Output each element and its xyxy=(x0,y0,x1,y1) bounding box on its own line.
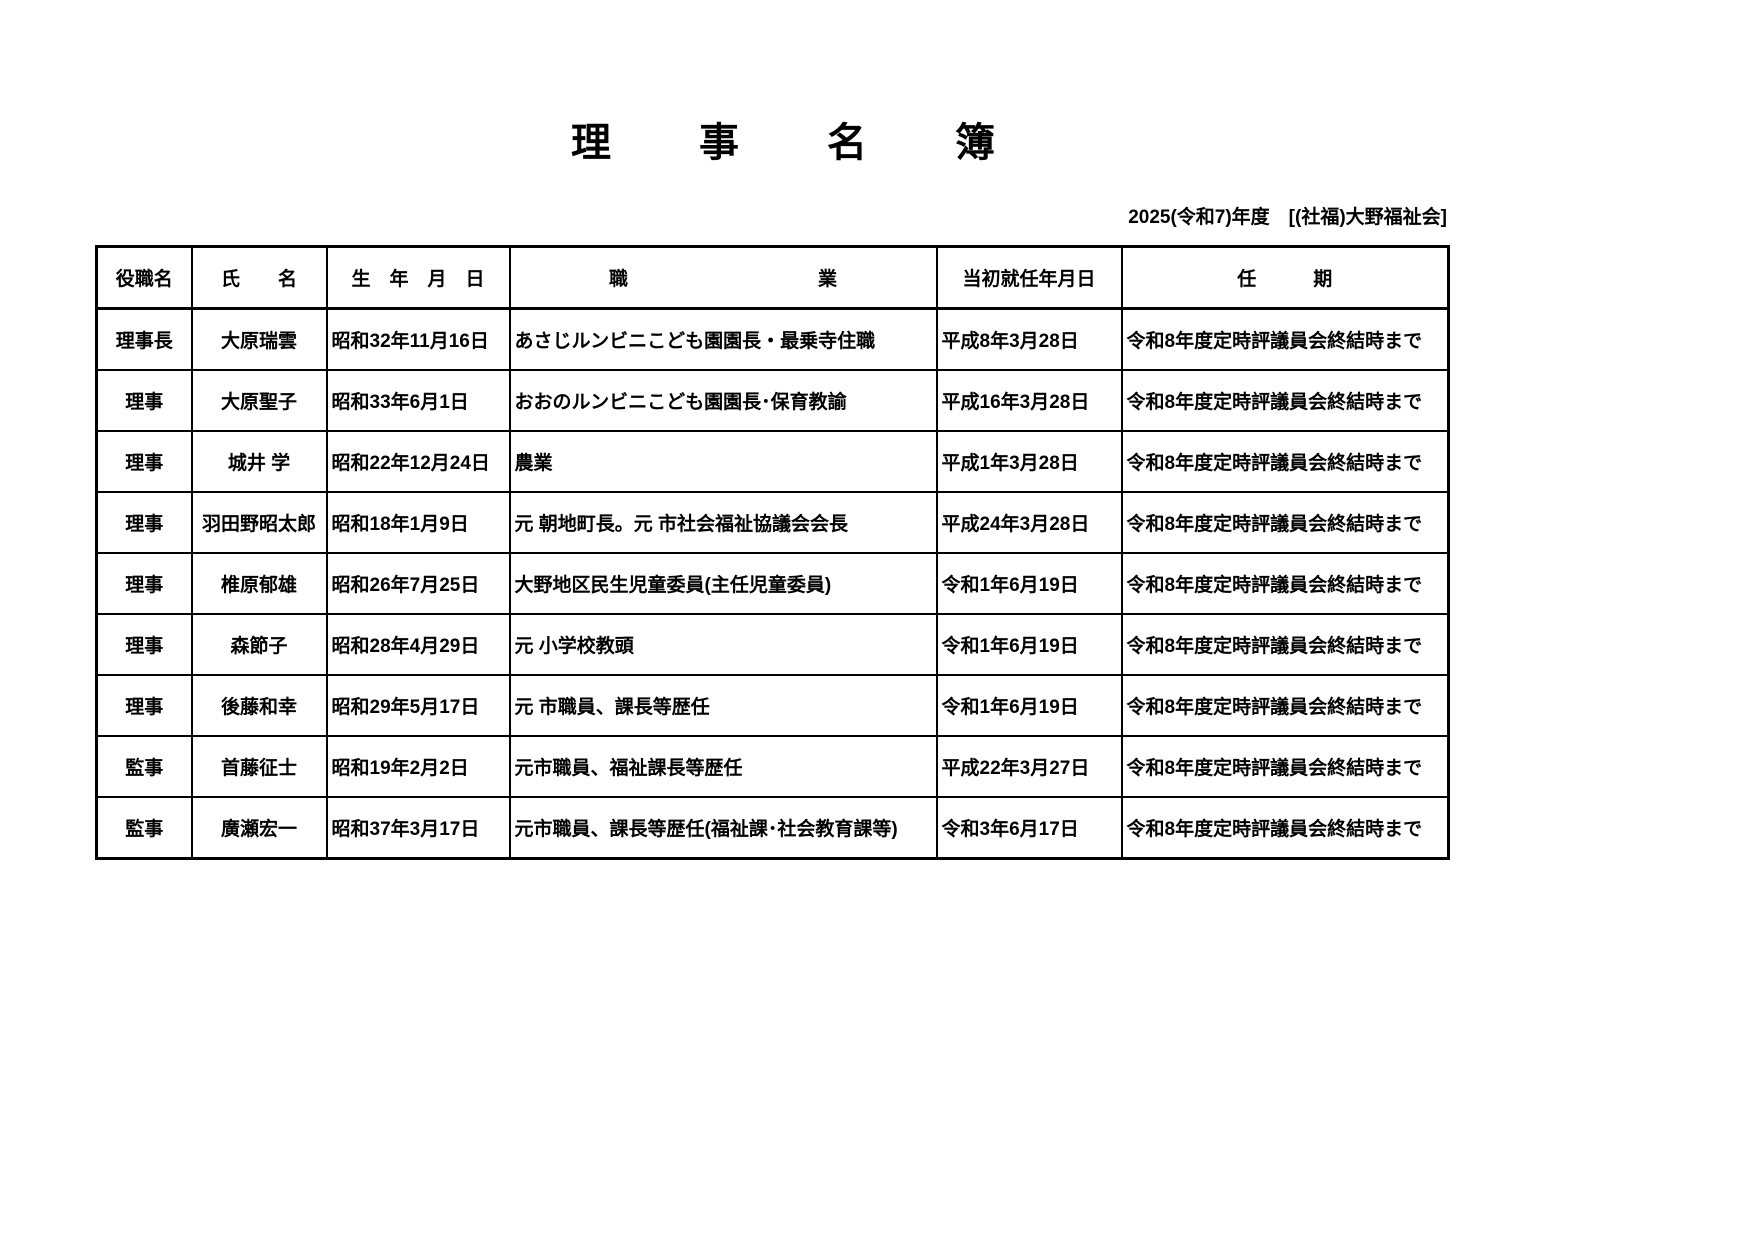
table-row: 理事 城井 学 昭和22年12月24日 農業 平成1年3月28日 令和8年度定時… xyxy=(95,430,1450,493)
cell-term: 令和8年度定時評議員会終結時まで xyxy=(1120,796,1450,860)
fiscal-year-note: 2025(令和7)年度 [(社福)大野福祉会] xyxy=(1128,207,1447,228)
cell-name: 首藤征士 xyxy=(190,735,328,798)
cell-name: 森節子 xyxy=(190,613,328,676)
cell-position: 理事 xyxy=(95,491,193,554)
cell-term: 令和8年度定時評議員会終結時まで xyxy=(1120,674,1450,737)
cell-term: 令和8年度定時評議員会終結時まで xyxy=(1120,552,1450,615)
cell-term: 令和8年度定時評議員会終結時まで xyxy=(1120,307,1450,371)
col-header-appointment-date: 当初就任年月日 xyxy=(935,245,1123,310)
table-row: 監事 首藤征士 昭和19年2月2日 元市職員、福祉課長等歴任 平成22年3月27… xyxy=(95,735,1450,798)
cell-position: 理事 xyxy=(95,552,193,615)
cell-name: 廣瀬宏一 xyxy=(190,796,328,860)
cell-birthdate: 昭和33年6月1日 xyxy=(325,369,511,432)
cell-appointment-date: 平成22年3月27日 xyxy=(935,735,1123,798)
table-row: 理事長 大原瑞雲 昭和32年11月16日 あさじルンビニこども園園長・最乗寺住職… xyxy=(95,307,1450,371)
cell-birthdate: 昭和37年3月17日 xyxy=(325,796,511,860)
col-header-occupation: 職 業 xyxy=(508,245,938,310)
table-row: 理事 大原聖子 昭和33年6月1日 おおのルンビニこども園園長･保育教諭 平成1… xyxy=(95,369,1450,432)
cell-occupation: 元市職員、福祉課長等歴任 xyxy=(508,735,938,798)
cell-birthdate: 昭和26年7月25日 xyxy=(325,552,511,615)
cell-position: 理事長 xyxy=(95,307,193,371)
cell-occupation: 大野地区民生児童委員(主任児童委員) xyxy=(508,552,938,615)
col-header-birthdate: 生 年 月 日 xyxy=(325,245,511,310)
cell-appointment-date: 平成1年3月28日 xyxy=(935,430,1123,493)
cell-name: 羽田野昭太郎 xyxy=(190,491,328,554)
cell-occupation: 農業 xyxy=(508,430,938,493)
cell-birthdate: 昭和18年1月9日 xyxy=(325,491,511,554)
cell-birthdate: 昭和19年2月2日 xyxy=(325,735,511,798)
cell-occupation: 元 小学校教頭 xyxy=(508,613,938,676)
table-row: 監事 廣瀬宏一 昭和37年3月17日 元市職員、課長等歴任(福祉課･社会教育課等… xyxy=(95,796,1450,860)
table-row: 理事 椎原郁雄 昭和26年7月25日 大野地区民生児童委員(主任児童委員) 令和… xyxy=(95,552,1450,615)
cell-term: 令和8年度定時評議員会終結時まで xyxy=(1120,735,1450,798)
cell-term: 令和8年度定時評議員会終結時まで xyxy=(1120,613,1450,676)
cell-position: 監事 xyxy=(95,735,193,798)
cell-appointment-date: 令和1年6月19日 xyxy=(935,674,1123,737)
cell-occupation: おおのルンビニこども園園長･保育教諭 xyxy=(508,369,938,432)
cell-appointment-date: 平成8年3月28日 xyxy=(935,307,1123,371)
cell-birthdate: 昭和32年11月16日 xyxy=(325,307,511,371)
cell-position: 理事 xyxy=(95,674,193,737)
cell-appointment-date: 令和1年6月19日 xyxy=(935,552,1123,615)
cell-occupation: 元 朝地町長。元 市社会福祉協議会会長 xyxy=(508,491,938,554)
cell-position: 監事 xyxy=(95,796,193,860)
col-header-term: 任 期 xyxy=(1120,245,1450,310)
table-row: 理事 羽田野昭太郎 昭和18年1月9日 元 朝地町長。元 市社会福祉協議会会長 … xyxy=(95,491,1450,554)
cell-term: 令和8年度定時評議員会終結時まで xyxy=(1120,369,1450,432)
table-header-row: 役職名 氏 名 生 年 月 日 職 業 当初就任年月日 任 期 xyxy=(95,245,1450,310)
cell-name: 後藤和幸 xyxy=(190,674,328,737)
col-header-position: 役職名 xyxy=(95,245,193,310)
col-header-name: 氏 名 xyxy=(190,245,328,310)
cell-position: 理事 xyxy=(95,430,193,493)
cell-name: 椎原郁雄 xyxy=(190,552,328,615)
cell-birthdate: 昭和29年5月17日 xyxy=(325,674,511,737)
cell-position: 理事 xyxy=(95,613,193,676)
cell-appointment-date: 平成16年3月28日 xyxy=(935,369,1123,432)
cell-birthdate: 昭和22年12月24日 xyxy=(325,430,511,493)
cell-name: 大原瑞雲 xyxy=(190,307,328,371)
table-row: 理事 森節子 昭和28年4月29日 元 小学校教頭 令和1年6月19日 令和8年… xyxy=(95,613,1450,676)
cell-term: 令和8年度定時評議員会終結時まで xyxy=(1120,491,1450,554)
cell-term: 令和8年度定時評議員会終結時まで xyxy=(1120,430,1450,493)
cell-occupation: 元 市職員、課長等歴任 xyxy=(508,674,938,737)
cell-birthdate: 昭和28年4月29日 xyxy=(325,613,511,676)
table-row: 理事 後藤和幸 昭和29年5月17日 元 市職員、課長等歴任 令和1年6月19日… xyxy=(95,674,1450,737)
cell-occupation: 元市職員、課長等歴任(福祉課･社会教育課等) xyxy=(508,796,938,860)
cell-position: 理事 xyxy=(95,369,193,432)
cell-occupation: あさじルンビニこども園園長・最乗寺住職 xyxy=(508,307,938,371)
cell-appointment-date: 令和3年6月17日 xyxy=(935,796,1123,860)
cell-name: 大原聖子 xyxy=(190,369,328,432)
page-title: 理 事 名 簿 xyxy=(571,121,1019,165)
cell-appointment-date: 平成24年3月28日 xyxy=(935,491,1123,554)
cell-appointment-date: 令和1年6月19日 xyxy=(935,613,1123,676)
cell-name: 城井 学 xyxy=(190,430,328,493)
board-roster-table: 役職名 氏 名 生 年 月 日 職 業 当初就任年月日 任 期 理事長 大原瑞雲… xyxy=(95,245,1450,860)
